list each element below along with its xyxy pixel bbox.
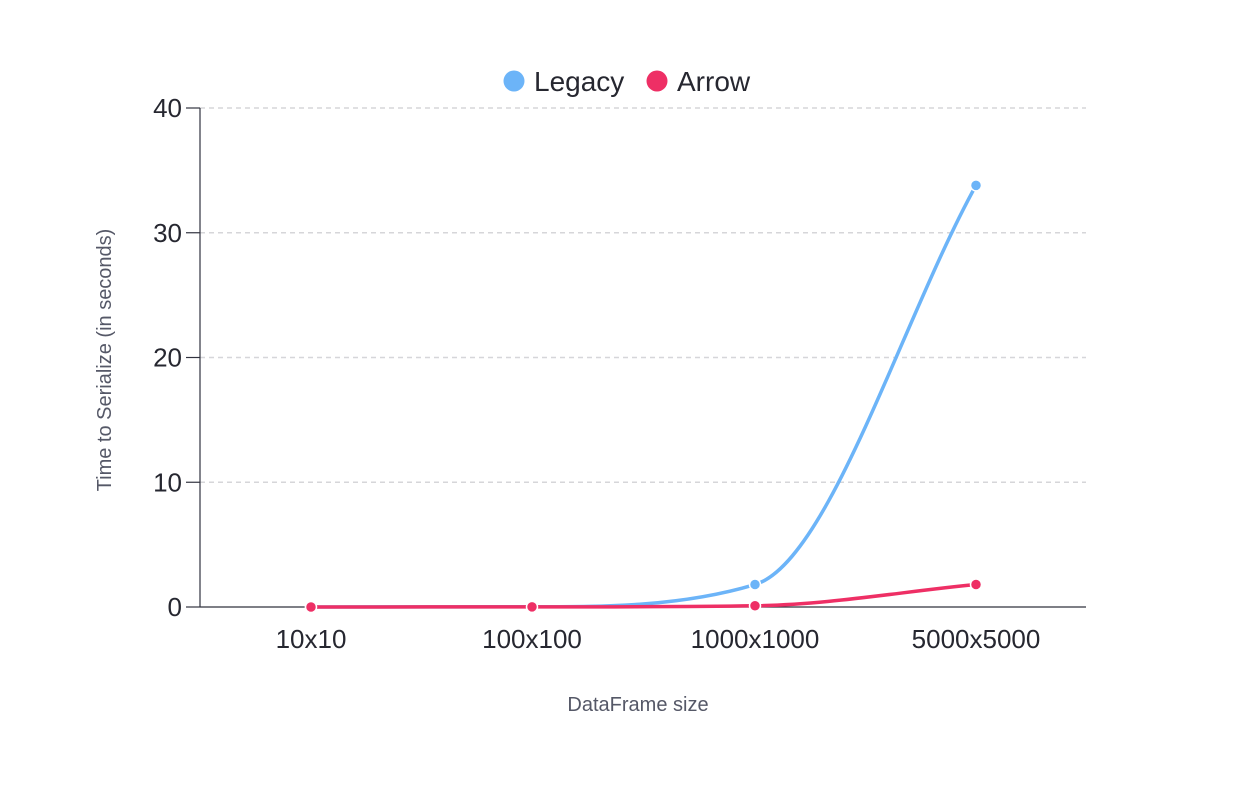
data-point-legacy[interactable] bbox=[748, 578, 762, 591]
x-tick-label: 1000x1000 bbox=[691, 624, 820, 654]
series-legacy bbox=[304, 179, 983, 614]
series-arrow bbox=[304, 578, 983, 614]
legend-marker bbox=[503, 70, 525, 92]
data-point-legacy[interactable] bbox=[969, 179, 983, 192]
y-tick-label: 10 bbox=[153, 467, 182, 497]
series-line-arrow bbox=[309, 582, 978, 609]
x-axis-title: DataFrame size bbox=[567, 694, 708, 716]
data-point-arrow[interactable] bbox=[304, 600, 318, 614]
legend-marker bbox=[646, 70, 668, 92]
grid-lines bbox=[200, 107, 1086, 483]
y-tick-label: 0 bbox=[168, 592, 182, 622]
data-point-arrow[interactable] bbox=[969, 578, 983, 591]
data-point-arrow[interactable] bbox=[525, 600, 539, 614]
x-tick-label: 100x100 bbox=[482, 624, 582, 654]
legend-label: Arrow bbox=[677, 66, 751, 97]
x-tick-labels: 10x10 100x100 1000x1000 5000x5000 bbox=[276, 624, 1041, 654]
y-axis-title: Time to Serialize (in seconds) bbox=[94, 229, 116, 492]
y-tick-labels: 0 10 20 30 40 bbox=[153, 93, 200, 622]
legend-item-legacy[interactable]: Legacy bbox=[503, 66, 625, 97]
legend-label: Legacy bbox=[534, 66, 624, 97]
y-tick-label: 40 bbox=[153, 93, 182, 123]
x-tick-label: 10x10 bbox=[276, 624, 347, 654]
data-point-arrow[interactable] bbox=[748, 599, 762, 613]
series-line-legacy bbox=[309, 183, 978, 609]
y-tick-label: 30 bbox=[153, 218, 182, 248]
x-tick-label: 5000x5000 bbox=[912, 624, 1041, 654]
legend-item-arrow[interactable]: Arrow bbox=[646, 66, 751, 97]
y-tick-label: 20 bbox=[153, 343, 182, 373]
series-lines bbox=[304, 179, 983, 614]
legend[interactable]: Legacy Arrow bbox=[503, 66, 751, 97]
